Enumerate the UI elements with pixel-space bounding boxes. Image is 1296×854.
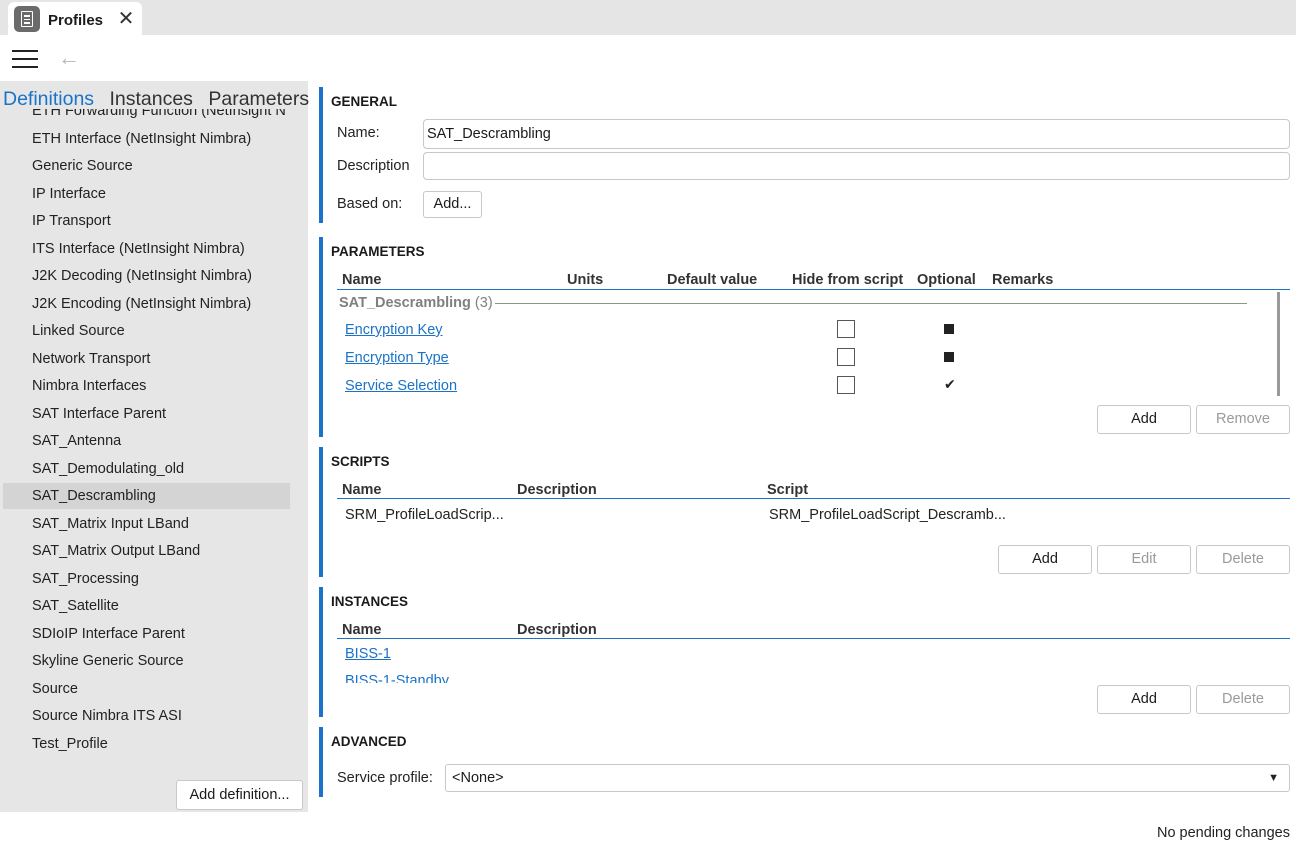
definition-item[interactable]: Linked Source: [32, 323, 125, 339]
add-instance-button[interactable]: Add: [1097, 685, 1191, 714]
definition-item[interactable]: SAT_Demodulating_old: [32, 460, 185, 477]
definition-item[interactable]: Source Nimbra ITS ASI: [32, 708, 182, 724]
add-script-button[interactable]: Add: [998, 545, 1092, 574]
definition-item[interactable]: IP Interface: [32, 185, 106, 202]
instances-list: BISS-1 BISS-1-Standby: [323, 643, 1283, 683]
service-profile-value: <None>: [452, 770, 504, 786]
definition-item[interactable]: ETH Forwarding Function (NetInsight N: [32, 109, 286, 119]
header-divider: [337, 498, 1290, 499]
definition-item[interactable]: Nimbra Interfaces: [32, 378, 147, 394]
checkmark-icon: ✔: [944, 376, 956, 392]
col-remarks: Remarks: [992, 272, 1054, 288]
definition-item[interactable]: Network Transport: [32, 350, 151, 367]
script-file-cell[interactable]: SRM_ProfileLoadScript_Descramb...: [769, 507, 1006, 523]
group-divider: [495, 303, 1247, 304]
definition-item[interactable]: J2K Encoding (NetInsight Nimbra): [32, 295, 252, 312]
optional-indicator: [944, 324, 954, 334]
group-count: (3): [474, 295, 493, 311]
script-name-cell[interactable]: SRM_ProfileLoadScrip...: [345, 507, 504, 523]
service-profile-label: Service profile:: [337, 770, 433, 786]
scripts-section: SCRIPTS Name Description Script SRM_Prof…: [319, 447, 1296, 577]
group-header: SAT_Descrambling (3): [339, 295, 493, 311]
delete-instance-button[interactable]: Delete: [1196, 685, 1290, 714]
definition-item[interactable]: Source: [32, 680, 78, 697]
definition-item[interactable]: SAT_Descrambling: [3, 483, 290, 509]
param-encryption-type[interactable]: Encryption Type: [345, 350, 449, 366]
delete-script-button[interactable]: Delete: [1196, 545, 1290, 574]
tab-definitions[interactable]: Definitions: [3, 88, 95, 110]
definition-item[interactable]: SAT_Matrix Input LBand: [32, 515, 189, 532]
definition-item[interactable]: ETH Interface (NetInsight Nimbra): [32, 130, 252, 147]
hide-from-script-checkbox[interactable]: [837, 320, 855, 338]
definition-item[interactable]: Generic Source: [32, 158, 133, 174]
col-name: Name: [342, 482, 382, 498]
definition-item[interactable]: SAT_Satellite: [32, 598, 119, 614]
section-title: SCRIPTS: [331, 454, 390, 469]
general-section: GENERAL Name: SAT_Descrambling Descripti…: [319, 87, 1296, 223]
definitions-pane: Definitions Instances Parameters ETH For…: [0, 81, 309, 812]
tab-bar: Profiles ✕: [0, 0, 1296, 35]
based-on-label: Based on:: [337, 196, 403, 212]
add-parameter-button[interactable]: Add: [1097, 405, 1191, 434]
optional-indicator: [944, 352, 954, 362]
service-profile-dropdown[interactable]: <None> ▼: [445, 764, 1290, 792]
col-optional: Optional: [917, 272, 976, 288]
add-definition-button[interactable]: Add definition...: [176, 780, 303, 810]
section-title: GENERAL: [331, 94, 398, 109]
definition-item[interactable]: J2K Decoding (NetInsight Nimbra): [32, 268, 253, 284]
definition-item[interactable]: SAT Interface Parent: [32, 405, 167, 422]
definition-item[interactable]: SAT_Processing: [32, 570, 139, 587]
definition-item[interactable]: ITS Interface (NetInsight Nimbra): [32, 240, 245, 257]
param-service-selection[interactable]: Service Selection: [345, 378, 458, 394]
chevron-down-icon: ▼: [1268, 772, 1279, 784]
definition-item[interactable]: Skyline Generic Source: [32, 653, 184, 669]
col-default-value: Default value: [667, 272, 758, 288]
section-title: INSTANCES: [331, 594, 409, 609]
close-icon[interactable]: ✕: [117, 8, 135, 30]
definition-item[interactable]: SAT_Antenna: [32, 433, 122, 449]
left-tabs: Definitions Instances Parameters: [3, 88, 319, 112]
description-field[interactable]: [423, 152, 1290, 180]
instance-link[interactable]: BISS-1-Standby: [345, 673, 449, 683]
based-on-add-button[interactable]: Add...: [423, 191, 482, 218]
tab-instances[interactable]: Instances: [109, 88, 193, 110]
name-label: Name:: [337, 125, 380, 141]
instance-link[interactable]: BISS-1: [345, 646, 391, 662]
col-name: Name: [342, 272, 382, 288]
col-script: Script: [767, 482, 809, 498]
document-icon: [14, 6, 40, 32]
edit-script-button[interactable]: Edit: [1097, 545, 1191, 574]
tab-title: Profiles: [48, 12, 104, 29]
col-units: Units: [567, 272, 604, 288]
section-title: ADVANCED: [331, 734, 407, 749]
tab-parameters[interactable]: Parameters: [208, 88, 310, 110]
hide-from-script-checkbox[interactable]: [837, 348, 855, 366]
group-name: SAT_Descrambling: [339, 295, 471, 311]
scrollbar[interactable]: [1277, 292, 1280, 396]
param-encryption-key[interactable]: Encryption Key: [345, 322, 443, 338]
tab-profiles[interactable]: Profiles ✕: [8, 2, 142, 35]
definition-item[interactable]: SAT_Matrix Output LBand: [32, 543, 201, 559]
col-hide-from-script: Hide from script: [792, 272, 904, 288]
hide-from-script-checkbox[interactable]: [837, 376, 855, 394]
status-text: No pending changes: [1156, 825, 1290, 841]
menu-icon[interactable]: [12, 50, 38, 68]
col-description: Description: [517, 482, 597, 498]
section-title: PARAMETERS: [331, 244, 425, 259]
col-name: Name: [342, 622, 382, 638]
definition-item[interactable]: SDIoIP Interface Parent: [32, 625, 185, 642]
remove-parameter-button[interactable]: Remove: [1196, 405, 1290, 434]
col-description: Description: [517, 622, 597, 638]
definition-item[interactable]: Test_Profile: [32, 735, 108, 752]
back-arrow-icon[interactable]: ←: [58, 45, 80, 70]
definition-list: ETH Forwarding Function (NetInsight N ETH…: [0, 109, 294, 769]
description-label: Description: [337, 158, 410, 174]
definition-item[interactable]: IP Transport: [32, 213, 111, 229]
name-field[interactable]: SAT_Descrambling: [423, 119, 1290, 149]
parameters-section: PARAMETERS Name Units Default value Hide…: [319, 237, 1296, 437]
header-divider: [337, 289, 1290, 290]
header-divider: [337, 638, 1290, 639]
instances-section: INSTANCES Name Description BISS-1 BISS-1…: [319, 587, 1296, 717]
advanced-section: ADVANCED Service profile: <None> ▼: [319, 727, 1296, 797]
